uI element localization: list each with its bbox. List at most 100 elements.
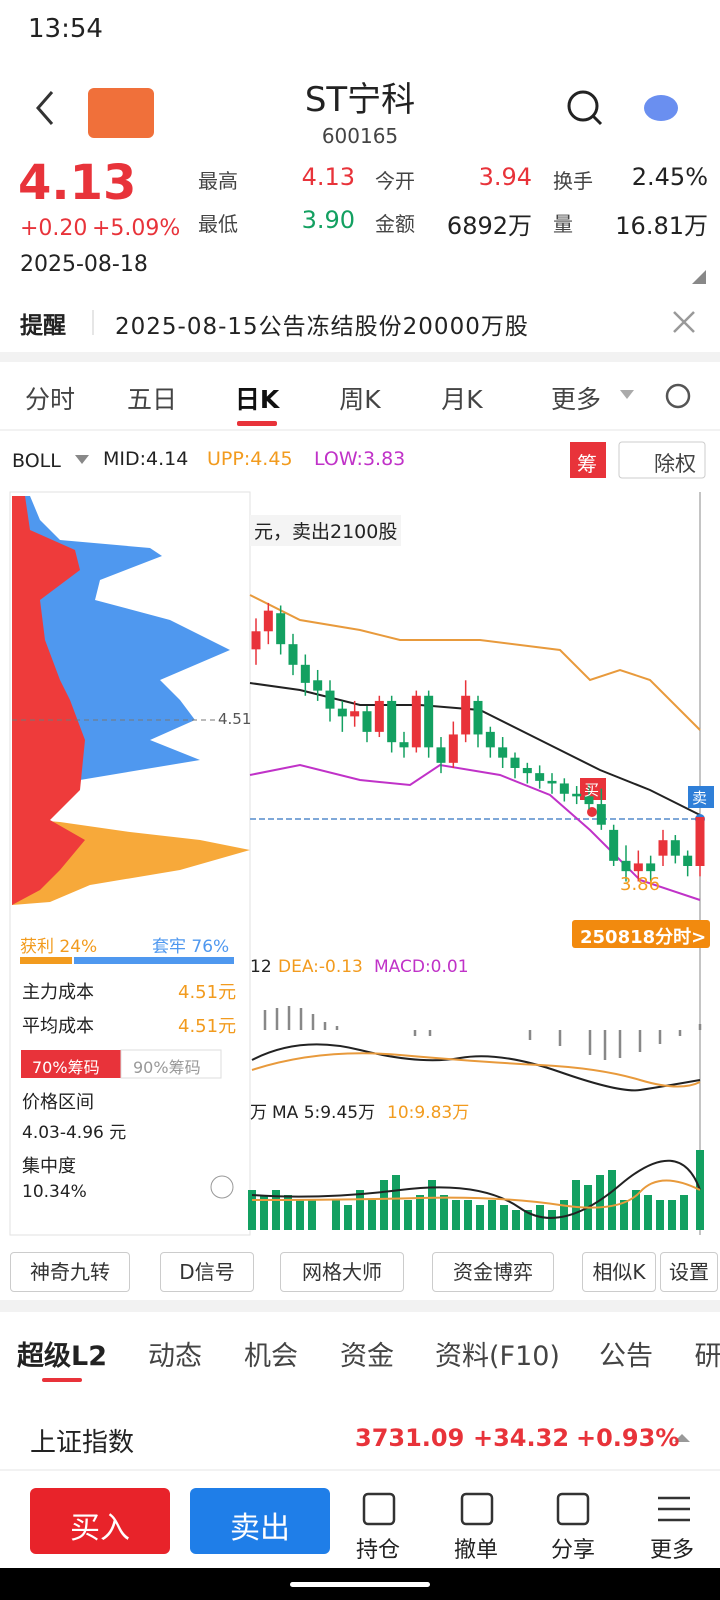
notice-text[interactable]: 2025-08-15公告冻结股份20000万股 <box>115 314 529 340</box>
robot-icon[interactable] <box>644 95 678 121</box>
stat-value: 2.45% <box>631 163 708 191</box>
tab90-text[interactable]: 90%筹码 <box>133 1058 201 1077</box>
buy-text[interactable]: 买入 <box>70 1511 130 1546</box>
sell-flag-text: 卖 <box>692 789 708 807</box>
search-icon[interactable] <box>567 90 599 122</box>
candle-body <box>461 695 471 735</box>
tab90[interactable] <box>120 1049 222 1079</box>
action-icon[interactable] <box>658 1496 690 1522</box>
candle-body <box>288 644 298 665</box>
rights-button[interactable] <box>618 441 706 479</box>
profit-bar <box>20 957 72 964</box>
tab[interactable]: 周K <box>339 385 381 414</box>
change: +0.20 <box>20 216 88 241</box>
boll-mid: MID:4.14 <box>103 448 189 470</box>
tool-button[interactable]: 相似K <box>582 1252 656 1292</box>
avg-cost: 4.51元 <box>178 1016 237 1037</box>
boll-upp <box>249 594 701 731</box>
boll-upp: UPP:4.45 <box>207 448 293 470</box>
stat-label: 换手 <box>553 169 593 193</box>
stat-label: 最高 <box>198 169 238 193</box>
candle-body <box>498 747 508 758</box>
tool-button[interactable]: 设置 <box>660 1252 718 1292</box>
tab[interactable]: 日K <box>234 385 280 414</box>
candle-body <box>485 731 495 748</box>
tab[interactable]: 五日 <box>126 385 177 414</box>
candle-body <box>263 610 273 632</box>
section-tab[interactable]: 动态 <box>148 1341 202 1372</box>
intraday-button[interactable] <box>572 920 710 948</box>
stat-label: 量 <box>553 212 573 236</box>
tab[interactable]: 月K <box>441 385 483 414</box>
tab[interactable]: 更多 <box>550 385 601 414</box>
chip-panel <box>9 491 251 1236</box>
candle-body <box>387 700 397 743</box>
tool-button[interactable]: 资金博弈 <box>432 1252 554 1292</box>
action-label[interactable]: 更多 <box>649 1538 694 1563</box>
notice-label: 提醒 <box>20 313 66 339</box>
close-icon[interactable] <box>673 311 695 333</box>
action-icon[interactable] <box>362 1492 396 1526</box>
stat-value: 16.81万 <box>615 212 708 240</box>
candle-body <box>695 816 705 866</box>
action-icon[interactable] <box>556 1492 590 1526</box>
section-tab[interactable]: 公告 <box>599 1341 653 1372</box>
section-tab[interactable]: 资料(F10) <box>435 1341 560 1372</box>
tab70[interactable] <box>21 1050 121 1078</box>
info-icon[interactable] <box>210 1175 234 1199</box>
action-label[interactable]: 持仓 <box>355 1538 400 1563</box>
candle-body <box>337 708 347 717</box>
action-icon[interactable] <box>460 1492 494 1526</box>
trapped: 套牢 76% <box>152 937 230 957</box>
main-cost-label: 主力成本 <box>22 982 94 1003</box>
separator <box>0 1300 720 1312</box>
action-label[interactable]: 撤单 <box>453 1538 498 1563</box>
vol-ma5: MA 5:9.45万 <box>272 1103 376 1123</box>
low-label: 3.86 <box>620 874 661 895</box>
section-tab[interactable]: 超级L2 <box>17 1341 107 1372</box>
back-icon[interactable] <box>36 91 54 125</box>
candle-body <box>584 796 594 805</box>
tab70-text[interactable]: 70%筹码 <box>32 1058 100 1077</box>
sell-button[interactable] <box>190 1488 330 1554</box>
buy-button[interactable] <box>30 1488 170 1554</box>
separator <box>0 352 720 362</box>
volume-bars <box>248 1150 704 1230</box>
tool-button[interactable]: 神奇九转 <box>10 1252 130 1292</box>
corner <box>692 270 706 284</box>
candle-body <box>374 700 384 732</box>
vol-ma5 <box>251 1159 701 1219</box>
cost-label: 4.51 <box>218 710 252 728</box>
index-name[interactable]: 上证指数 <box>30 1428 135 1458</box>
tool-button[interactable]: 网格大师 <box>280 1252 404 1292</box>
sell-text[interactable]: 卖出 <box>230 1511 290 1546</box>
tool-button[interactable]: D信号 <box>160 1252 254 1292</box>
stat-value: 3.90 <box>301 206 355 234</box>
chip-button[interactable] <box>570 442 606 478</box>
buy-flag <box>580 778 606 800</box>
settings-icon[interactable] <box>665 383 691 409</box>
macd-bars <box>263 1006 702 1060</box>
action-label[interactable]: 分享 <box>550 1538 595 1563</box>
boll-name[interactable]: BOLL <box>12 450 61 472</box>
section-tab[interactable]: 资金 <box>340 1341 394 1372</box>
dropdown <box>620 390 634 399</box>
intraday-text[interactable]: 250818分时> <box>580 927 707 948</box>
stat-label: 今开 <box>375 169 415 193</box>
candle-body <box>572 793 582 797</box>
candle-body <box>424 695 434 748</box>
candle-body <box>251 631 261 650</box>
macd-dea: DEA:-0.13 <box>278 957 363 977</box>
candle-body <box>313 680 323 691</box>
tab[interactable]: 分时 <box>24 385 75 414</box>
avg-cost-label: 平均成本 <box>22 1016 94 1037</box>
candle-body <box>510 757 520 768</box>
chip-red <box>12 496 85 905</box>
stat-label: 金额 <box>375 212 415 236</box>
section-tab[interactable]: 机会 <box>244 1341 298 1372</box>
conc: 10.34% <box>22 1182 87 1202</box>
index-pct: +0.93% <box>576 1424 680 1452</box>
candle-body <box>350 711 360 717</box>
section-tab[interactable]: 研 <box>694 1341 720 1372</box>
home-indicator <box>290 1582 430 1587</box>
